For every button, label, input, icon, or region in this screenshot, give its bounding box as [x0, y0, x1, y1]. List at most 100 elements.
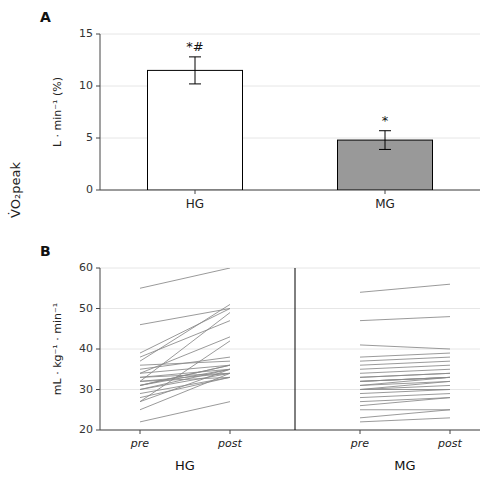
subject-line: [140, 313, 230, 382]
tick-label: 10: [79, 79, 93, 92]
subject-line: [360, 394, 450, 398]
x-tick: [450, 430, 451, 434]
x-tick-label: MG: [375, 197, 395, 211]
error-bar-cap: [379, 130, 391, 131]
subject-line: [360, 377, 450, 381]
tick: [96, 190, 100, 191]
subject-line: [140, 268, 230, 288]
x-tick: [230, 430, 231, 434]
subject-line: [360, 373, 450, 377]
grid-line: [100, 349, 480, 350]
tick: [96, 349, 100, 350]
group-label: HG: [175, 458, 195, 473]
subject-line: [360, 390, 450, 394]
y-axis-line: [100, 34, 101, 190]
annotation: *: [382, 113, 389, 128]
subject-line: [360, 409, 450, 410]
subject-line: [140, 365, 230, 373]
subject-line: [360, 381, 450, 389]
panel-label: B: [40, 243, 51, 259]
x-tick: [140, 430, 141, 434]
tick-label: 60: [79, 261, 93, 274]
subject-line: [360, 377, 450, 381]
subject-line: [360, 398, 450, 402]
subject-line: [360, 361, 450, 365]
tick-label: 5: [86, 131, 93, 144]
tick-label: 50: [79, 302, 93, 315]
error-bar-cap: [379, 149, 391, 150]
subject-line: [360, 284, 450, 292]
subject-line: [140, 361, 230, 365]
tick-label: 30: [79, 383, 93, 396]
grid-line: [100, 34, 480, 35]
grid-line: [100, 430, 480, 431]
y-axis-line: [100, 268, 101, 430]
subject-line: [360, 317, 450, 321]
subject-line: [140, 304, 230, 361]
error-bar: [189, 57, 201, 84]
tick: [96, 430, 100, 431]
subject-line: [360, 345, 450, 349]
error-bar: [379, 131, 391, 150]
error-bar-cap: [189, 56, 201, 57]
subject-line: [360, 373, 450, 377]
subject-line: [360, 365, 450, 369]
grid-line: [100, 268, 480, 269]
x-tick-label: pre: [130, 437, 150, 450]
subject-line: [360, 398, 450, 406]
subject-line: [360, 377, 450, 381]
tick: [96, 86, 100, 87]
subject-line: [140, 321, 230, 357]
x-tick-label: HG: [186, 197, 204, 211]
bar: [148, 70, 243, 190]
tick: [96, 138, 100, 139]
annotation: *#: [186, 39, 203, 54]
tick-label: 20: [79, 423, 93, 436]
panel-label: A: [40, 9, 51, 25]
subject-line: [140, 357, 230, 369]
chart: V̇O₂peak 0 5 10 15 L · min⁻¹ (%) A *# HG * MG 20 30 4…: [0, 0, 494, 500]
x-tick-label: pre: [350, 437, 370, 450]
tick-label: 40: [79, 342, 93, 355]
subject-line: [360, 377, 450, 385]
subject-line: [140, 373, 230, 381]
x-tick-label: post: [217, 437, 242, 450]
y-axis-label: mL · kg⁻¹ · min⁻¹: [51, 303, 64, 395]
tick: [96, 268, 100, 269]
subject-line: [360, 353, 450, 357]
subject-line: [360, 418, 450, 422]
tick-label: 0: [86, 183, 93, 196]
x-tick-label: post: [437, 437, 462, 450]
error-bar-stem: [195, 57, 196, 84]
subject-line: [140, 337, 230, 373]
error-bar-cap: [189, 83, 201, 84]
subject-line: [360, 410, 450, 418]
subject-line: [140, 373, 230, 409]
group-label: MG: [394, 458, 415, 473]
tick-label: 15: [79, 27, 93, 40]
subject-line: [140, 369, 230, 377]
subject-line: [360, 357, 450, 361]
x-tick: [360, 430, 361, 434]
tick: [96, 34, 100, 35]
subject-line: [140, 373, 230, 377]
tick: [96, 389, 100, 390]
subject-line: [140, 309, 230, 325]
subject-line: [140, 369, 230, 401]
group-separator: [295, 268, 296, 430]
x-tick: [385, 190, 386, 194]
error-bar-stem: [385, 131, 386, 150]
subject-line: [360, 369, 450, 373]
subject-line: [360, 381, 450, 385]
y-axis: 20 30 40 50 60 mL · kg⁻¹ · min⁻¹ B: [40, 243, 480, 436]
subject-line: [140, 309, 230, 354]
subject-line: [140, 377, 230, 381]
bars: [148, 57, 433, 190]
x-tick: [195, 190, 196, 194]
subject-line: [360, 385, 450, 389]
x-axis-line: [100, 430, 480, 431]
y-axis: 0 5 10 15 L · min⁻¹ (%) A: [40, 9, 480, 196]
tick: [96, 308, 100, 309]
y-axis-label: L · min⁻¹ (%): [51, 77, 64, 147]
shared-y-label: V̇O₂peak: [8, 161, 23, 218]
